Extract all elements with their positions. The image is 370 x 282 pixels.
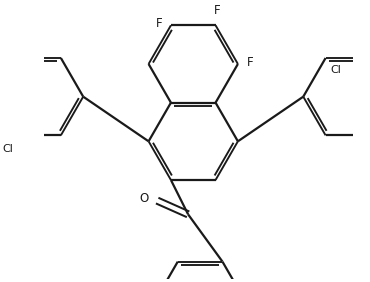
Text: Cl: Cl — [2, 144, 13, 154]
Text: Cl: Cl — [331, 65, 342, 75]
Text: F: F — [246, 56, 253, 69]
Text: F: F — [214, 4, 221, 17]
Text: O: O — [139, 192, 149, 205]
Text: F: F — [156, 17, 162, 30]
